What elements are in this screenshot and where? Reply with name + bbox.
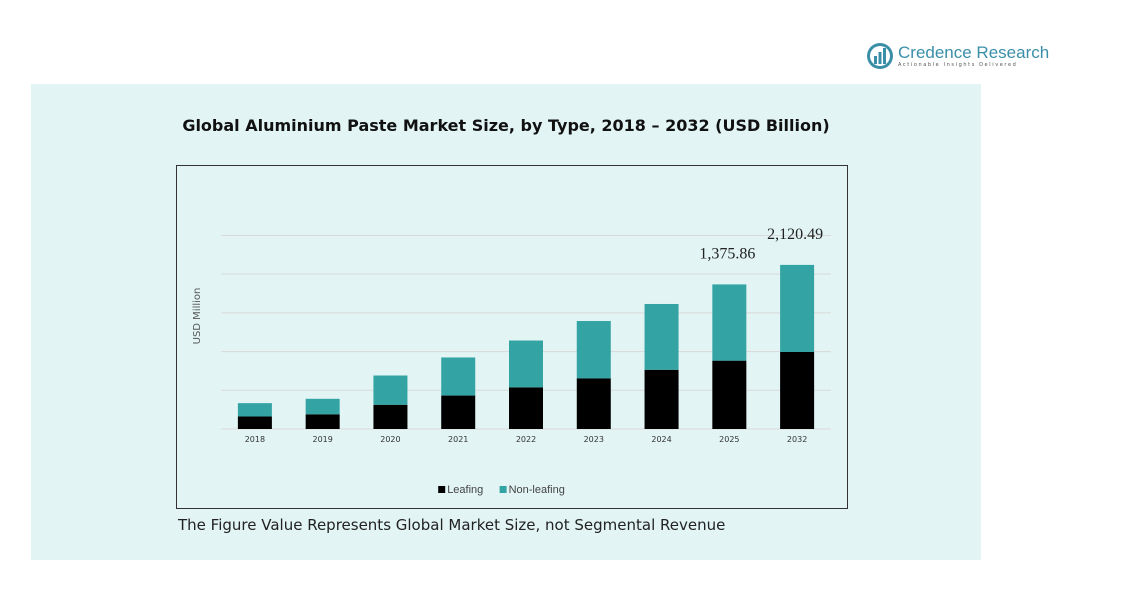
bar-leafing [237, 416, 272, 429]
bar-non-leafing [509, 340, 543, 388]
bar-leafing [373, 404, 408, 429]
footnote: The Figure Value Represents Global Marke… [178, 516, 726, 534]
credence-logo-icon [867, 43, 893, 69]
x-tick-label: 2023 [584, 435, 604, 444]
bar-non-leafing [576, 321, 611, 379]
stacked-bar-chart: USD Million 2018 2019 2020 2021 2022 2023 2024 2… [192, 226, 831, 496]
brand-name: Credence Research [898, 43, 1050, 62]
data-label: 2,120.49 [767, 226, 823, 243]
bar-non-leafing [644, 303, 679, 370]
bar-leafing [644, 369, 679, 429]
chart-title: Global Aluminium Paste Market Size, by T… [182, 116, 830, 135]
legend-label: Leafing [447, 484, 483, 496]
bar-leafing [509, 387, 543, 429]
x-tick-label: 2022 [516, 435, 536, 444]
plot-frame: USD Million 2018 2019 2020 2021 2022 2023 2024 2… [176, 165, 848, 509]
chart-panel [31, 84, 981, 560]
brand-tagline: Actionable Insights Delivered [898, 62, 1018, 68]
legend-swatch-non-leafing [499, 486, 507, 493]
legend-label: Non-leafing [509, 484, 565, 496]
x-tick-label: 2018 [245, 435, 265, 444]
bar-non-leafing [441, 357, 476, 396]
bar-leafing [712, 360, 747, 429]
x-tick-label: 2032 [787, 435, 807, 444]
x-tick-label: 2019 [312, 435, 332, 444]
y-axis-label: USD Million [192, 288, 203, 345]
x-tick-label: 2020 [380, 435, 400, 444]
bar-leafing [441, 395, 476, 429]
legend-swatch-leafing [438, 486, 446, 493]
bar-non-leafing [780, 264, 815, 352]
bar-leafing [305, 414, 340, 429]
bar-non-leafing [305, 398, 340, 415]
x-tick-label: 2025 [719, 435, 739, 444]
data-label: 1,375.86 [699, 245, 755, 262]
bar-non-leafing [237, 403, 272, 417]
bar-non-leafing [373, 375, 408, 405]
bar-non-leafing [712, 284, 747, 361]
x-tick-label: 2024 [651, 435, 671, 444]
bar-leafing [576, 378, 611, 429]
x-tick-label: 2021 [448, 435, 468, 444]
bar-leafing [780, 351, 815, 429]
